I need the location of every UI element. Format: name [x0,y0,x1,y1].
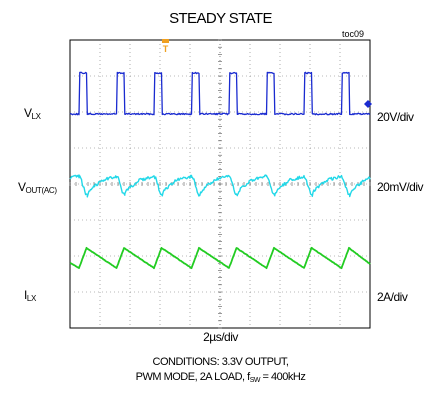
chart-title: STEADY STATE [169,10,272,27]
figure-id: toc09 [342,29,365,39]
traces [69,71,371,270]
conditions-line-2: PWM MODE, 2A LOAD, fSW = 400kHz [135,371,306,384]
trace-i-lx [69,246,371,270]
trace-v-outac [69,174,371,198]
vout-scale: 20mV/div [377,180,424,194]
grid [69,39,371,329]
x-axis-scale: 2µs/div [203,330,238,344]
vlx-label: VLX [24,106,41,121]
markers: T [162,39,372,108]
conditions-note: CONDITIONS: 3.3V OUTPUT, PWM MODE, 2A LO… [0,355,441,388]
svg-text:T: T [163,44,169,54]
vlx-scale: 20V/div [377,110,414,124]
ilx-scale: 2A/div [377,290,408,304]
ch1-level-marker-icon [364,100,372,108]
trigger-marker-icon: T [162,39,169,54]
trace-v-lx [69,71,371,116]
vout-label: VOUT(AC) [18,180,57,195]
conditions-line-1: CONDITIONS: 3.3V OUTPUT, [152,356,289,368]
ilx-label: ILX [24,288,37,303]
